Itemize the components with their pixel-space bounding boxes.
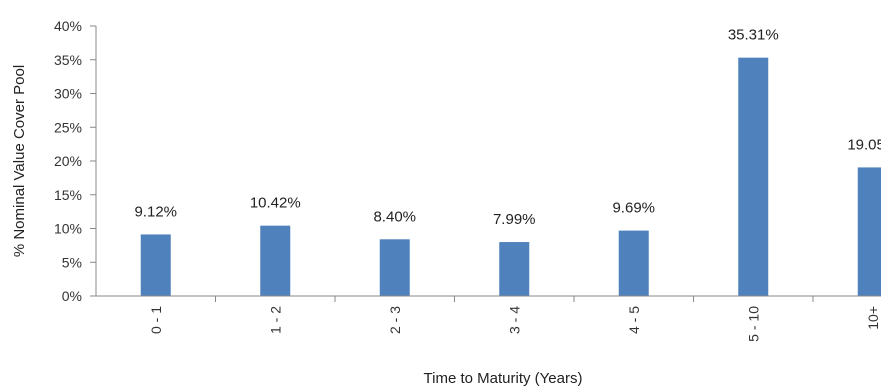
bar xyxy=(499,242,530,296)
data-label: 9.12% xyxy=(134,203,177,220)
x-tick-label: 1 - 2 xyxy=(267,306,283,334)
data-label: 35.31% xyxy=(728,27,779,44)
y-tick-label: 0% xyxy=(62,288,82,304)
x-tick-label: 10+ xyxy=(865,306,881,330)
x-tick-label: 3 - 4 xyxy=(506,306,522,334)
y-axis-ticks: 0% 5% 10% 15% 20% 25% 30% 35% 40% xyxy=(54,18,96,304)
bar xyxy=(379,239,410,296)
data-label: 8.40% xyxy=(373,208,416,225)
bar xyxy=(260,225,291,296)
x-tick-label: 5 - 10 xyxy=(745,306,761,342)
x-tick-label: 4 - 5 xyxy=(626,306,642,334)
bars: 9.12% 10.42% 8.40% 7.99% 9.69% 35.31% 19.05% xyxy=(134,27,881,296)
y-tick-label: 5% xyxy=(62,254,82,270)
bar xyxy=(140,234,171,296)
y-tick-label: 20% xyxy=(54,153,82,169)
bar xyxy=(618,230,649,296)
y-tick-label: 25% xyxy=(54,119,82,135)
y-axis-title: % Nominal Value Cover Pool xyxy=(11,65,28,257)
data-label: 9.69% xyxy=(612,200,655,217)
x-tick-label: 2 - 3 xyxy=(387,306,403,334)
bar xyxy=(857,167,881,296)
data-label: 19.05% xyxy=(847,136,881,153)
data-label: 10.42% xyxy=(250,195,301,212)
data-label: 7.99% xyxy=(493,211,536,228)
bar xyxy=(738,57,769,296)
y-tick-label: 30% xyxy=(54,86,82,102)
x-axis-title: Time to Maturity (Years) xyxy=(424,370,583,387)
y-tick-label: 40% xyxy=(54,18,82,34)
y-tick-label: 10% xyxy=(54,221,82,237)
x-tick-label: 0 - 1 xyxy=(148,306,164,334)
y-tick-label: 35% xyxy=(54,52,82,68)
y-tick-label: 15% xyxy=(54,187,82,203)
x-axis-ticks: 0 - 1 1 - 2 2 - 3 3 - 4 4 - 5 5 - 10 10+ xyxy=(148,296,881,342)
